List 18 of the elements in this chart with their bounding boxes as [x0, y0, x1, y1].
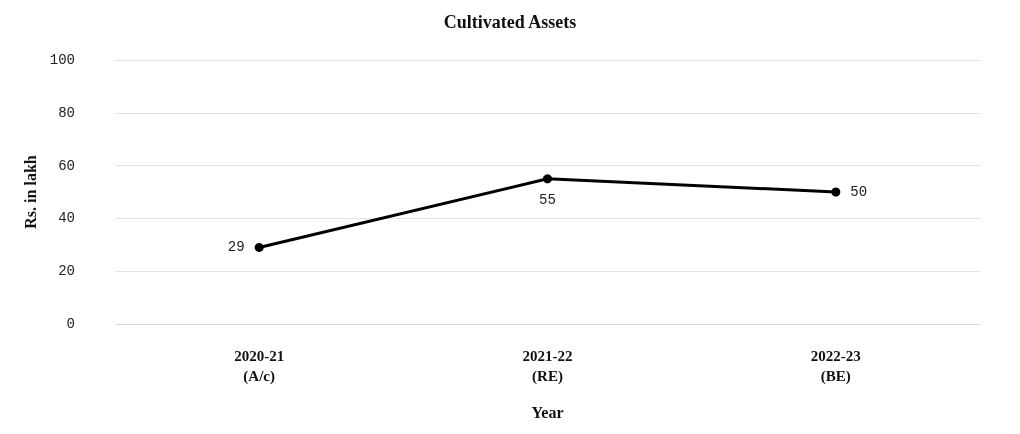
y-axis-title: Rs. in lakh	[22, 155, 40, 229]
point	[543, 174, 552, 184]
point	[831, 187, 841, 197]
y-tick-label: 40	[58, 210, 75, 227]
data-label: 55	[539, 192, 556, 209]
data-label: 29	[227, 239, 245, 256]
x-axis-title: Year	[531, 403, 564, 421]
y-tick-label: 60	[58, 157, 75, 174]
x-tick-label: 2021-22 (RE)	[522, 348, 573, 385]
point	[254, 242, 264, 252]
x-tick-label: 2022-23 (BE)	[810, 348, 861, 385]
y-tick-label: 0	[66, 316, 75, 332]
x-tick-label: 2020-21 (A/c)	[234, 348, 285, 385]
data-label: 50	[850, 184, 868, 200]
y-tick-label: 80	[58, 104, 75, 121]
y-tick-label: 100	[49, 52, 75, 68]
chart-title: Cultivated Assets	[443, 12, 577, 32]
y-tick-label: 20	[58, 263, 75, 280]
